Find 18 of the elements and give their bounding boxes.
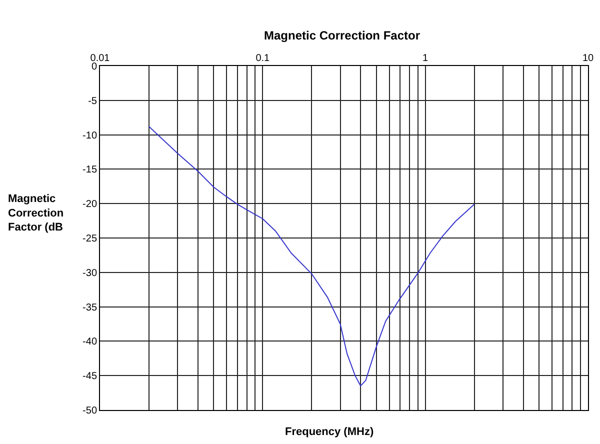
x-tick-label: 10	[582, 53, 594, 64]
x-tick-label: 1	[422, 53, 429, 64]
y-tick-label: -10	[82, 130, 98, 142]
y-tick-label: -20	[82, 199, 98, 210]
y-axis-title: Magnetic Correction Factor (dB	[8, 193, 64, 234]
x-tick-label: 0.1	[256, 53, 270, 64]
y-tick-label: -40	[82, 336, 98, 348]
y-tick-label: -15	[82, 164, 98, 176]
chart-title: Magnetic Correction Factor	[264, 28, 420, 42]
y-tick-label: -25	[82, 234, 98, 244]
y-tick-label: -45	[82, 371, 98, 382]
y-tick-label: -35	[82, 302, 98, 314]
y-tick-label: -5	[88, 96, 98, 107]
y-tick-label: -50	[82, 406, 98, 416]
x-tick-label: 0.01	[90, 53, 110, 64]
x-axis-title: Frequency (MHz)	[285, 426, 374, 438]
y-tick-label: -30	[82, 268, 98, 279]
y-tick-label: 0	[91, 62, 98, 72]
